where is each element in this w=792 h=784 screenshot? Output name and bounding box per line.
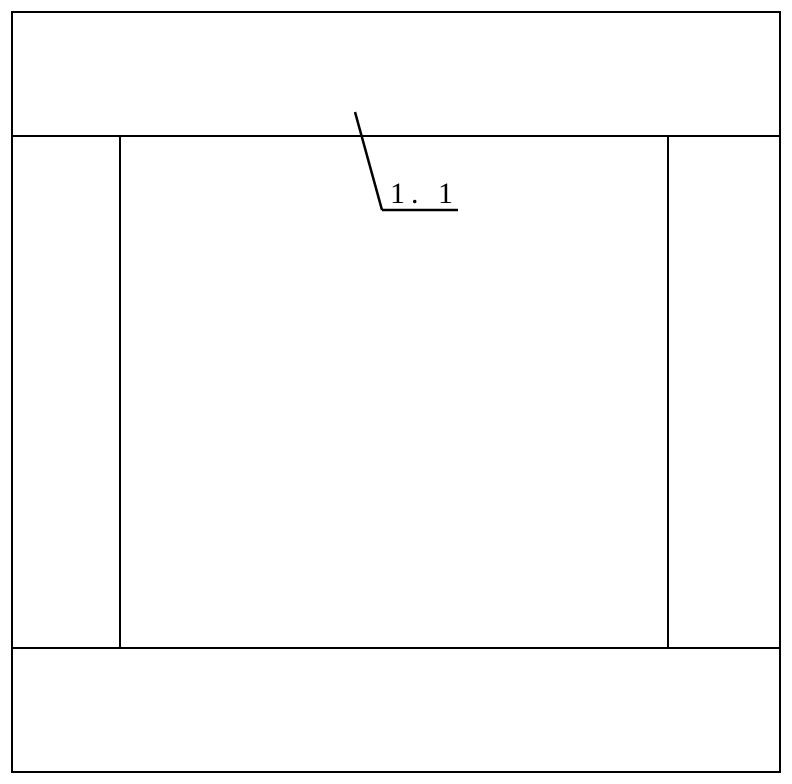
diagram-canvas: 1. 1: [0, 0, 792, 784]
leader-line: [355, 112, 382, 210]
callout-label: 1. 1: [390, 177, 459, 210]
outer-boundary-rect: [12, 12, 780, 772]
